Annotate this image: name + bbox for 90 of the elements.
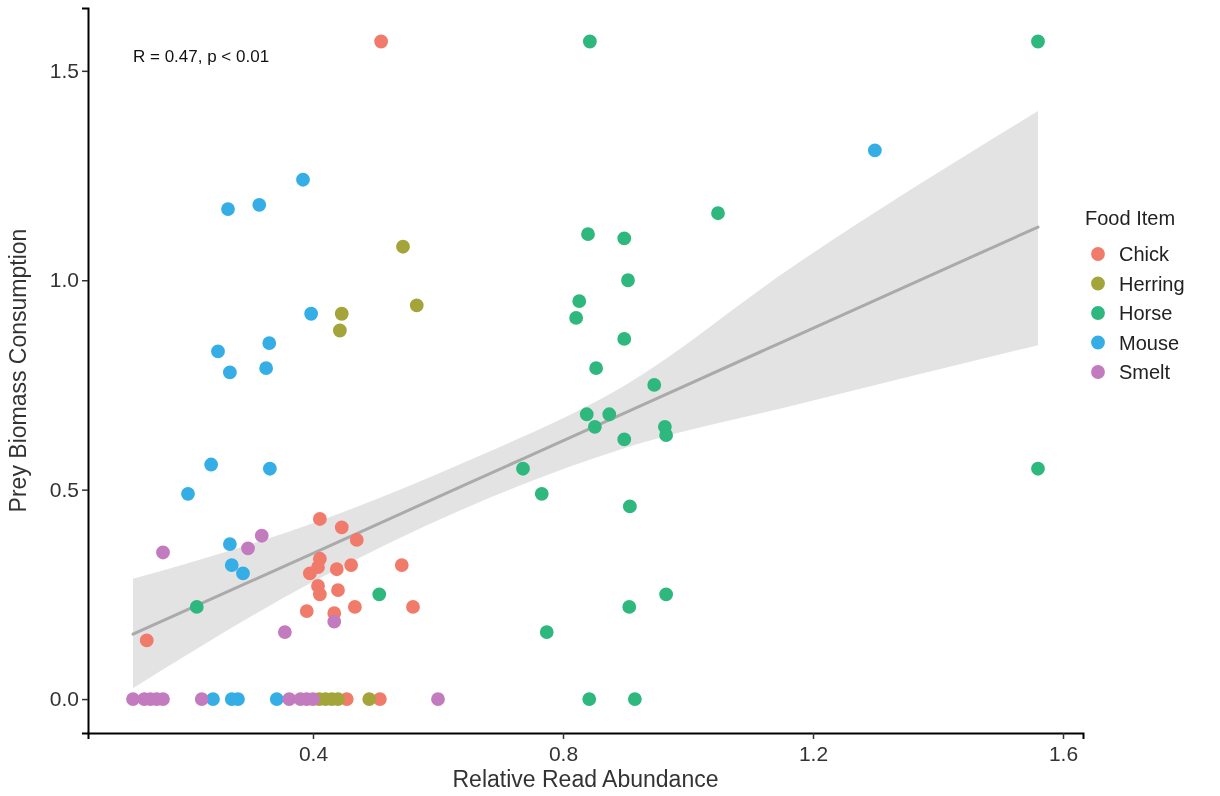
y-tick-label: 0.0	[49, 687, 79, 711]
point	[589, 361, 604, 376]
point	[282, 692, 297, 706]
point	[254, 528, 269, 543]
point	[396, 239, 410, 254]
point	[659, 428, 674, 443]
point	[269, 692, 284, 706]
point	[622, 499, 637, 514]
point	[534, 486, 549, 501]
line-series	[131, 225, 1040, 636]
point	[312, 512, 327, 526]
point	[181, 486, 195, 501]
point	[344, 558, 359, 572]
point	[334, 306, 349, 321]
point	[516, 461, 530, 476]
x-tick-label: 0.8	[548, 741, 579, 765]
legend-label: Mouse	[1119, 331, 1180, 354]
point	[431, 692, 445, 706]
x-tick-label: 0.4	[298, 741, 329, 765]
point	[374, 34, 389, 49]
point	[602, 407, 617, 422]
point	[569, 311, 584, 325]
point	[211, 344, 225, 359]
point	[222, 365, 237, 380]
point	[327, 614, 342, 629]
legend-label: Herring	[1119, 272, 1185, 295]
point	[409, 298, 424, 313]
point	[621, 273, 635, 288]
point	[587, 419, 602, 434]
point	[362, 692, 377, 706]
legend-title: Food Item	[1085, 207, 1176, 229]
x-tick-label: 1.6	[1048, 741, 1079, 765]
legend-label: Chick	[1119, 243, 1171, 265]
point	[582, 34, 597, 49]
point	[349, 533, 364, 547]
point	[221, 202, 235, 216]
point	[311, 560, 325, 575]
annotation: R = 0.47, p < 0.01	[133, 47, 270, 66]
point	[222, 537, 237, 551]
point	[406, 600, 420, 614]
point	[332, 323, 347, 338]
point	[617, 231, 632, 246]
point	[189, 600, 204, 614]
point	[236, 566, 250, 581]
point	[262, 461, 277, 476]
point	[224, 558, 239, 572]
point	[347, 600, 362, 614]
point	[299, 604, 314, 619]
x-axis-title: Relative Read Abundance	[452, 766, 719, 792]
point	[394, 558, 409, 572]
y-tick-label: 0.5	[49, 477, 79, 501]
point	[331, 583, 345, 598]
point	[617, 331, 632, 346]
point	[867, 143, 882, 158]
point	[126, 692, 140, 706]
point	[1031, 34, 1045, 49]
y-axis-title: Prey Biomass Consumption	[5, 228, 31, 513]
point	[312, 587, 327, 602]
x-tick-label: 1.2	[798, 741, 829, 765]
point	[194, 692, 209, 706]
point	[659, 587, 674, 602]
point	[252, 197, 267, 212]
legend-label: Horse	[1119, 302, 1173, 324]
point	[277, 625, 292, 639]
point	[647, 378, 662, 392]
point	[617, 432, 632, 447]
point	[572, 294, 587, 309]
point	[622, 600, 637, 614]
point	[262, 336, 277, 350]
legend-label: Smelt	[1119, 361, 1171, 383]
point	[582, 692, 597, 706]
point	[156, 545, 170, 560]
point	[329, 562, 344, 577]
point	[139, 633, 154, 648]
point	[372, 587, 387, 602]
point	[296, 172, 310, 187]
point	[711, 206, 725, 221]
point	[579, 407, 594, 422]
point	[581, 227, 595, 242]
point	[304, 306, 319, 321]
y-tick-label: 1.5	[49, 59, 79, 83]
point	[259, 361, 274, 376]
point	[627, 692, 642, 706]
y-tick-label: 1.0	[49, 268, 79, 292]
point	[334, 520, 349, 535]
point	[241, 541, 255, 556]
point	[204, 457, 219, 472]
point	[539, 625, 554, 639]
point	[206, 692, 220, 706]
point	[1031, 461, 1045, 476]
